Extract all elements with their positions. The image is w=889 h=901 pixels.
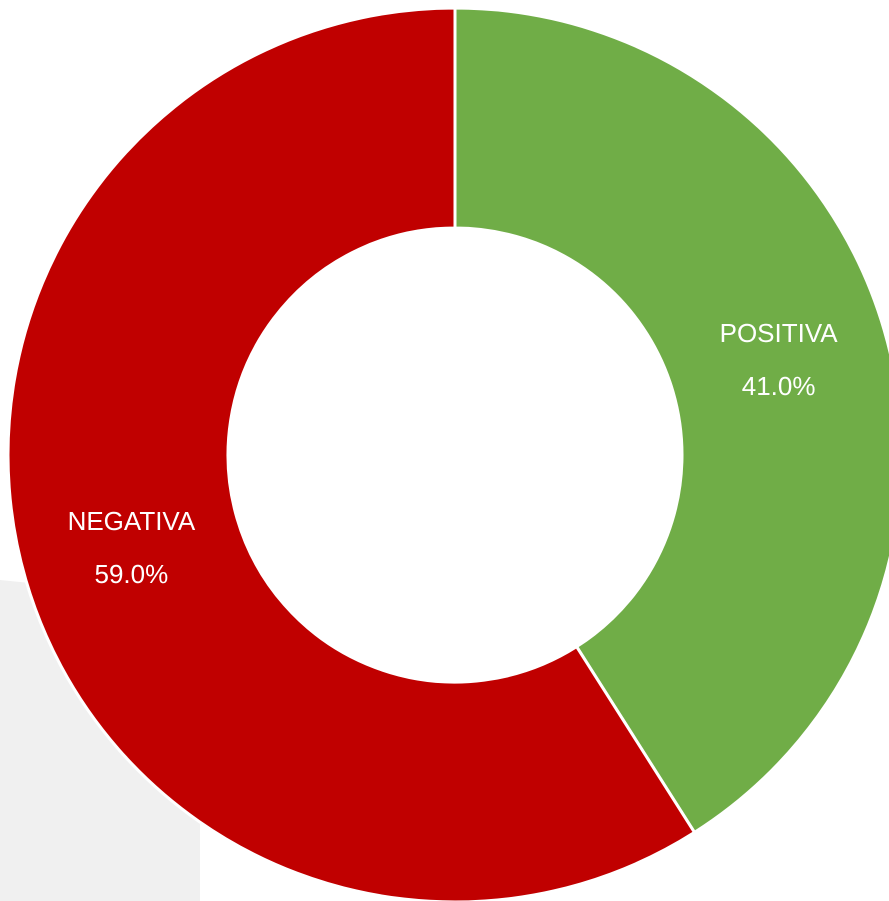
donut-slice xyxy=(453,6,889,835)
slice-value-label: 41.0% xyxy=(742,371,816,401)
slice-category-label: POSITIVA xyxy=(720,318,839,348)
donut-slice xyxy=(6,6,697,901)
slice-value-label: 59.0% xyxy=(95,559,169,589)
slice-category-label: NEGATIVA xyxy=(68,506,196,536)
